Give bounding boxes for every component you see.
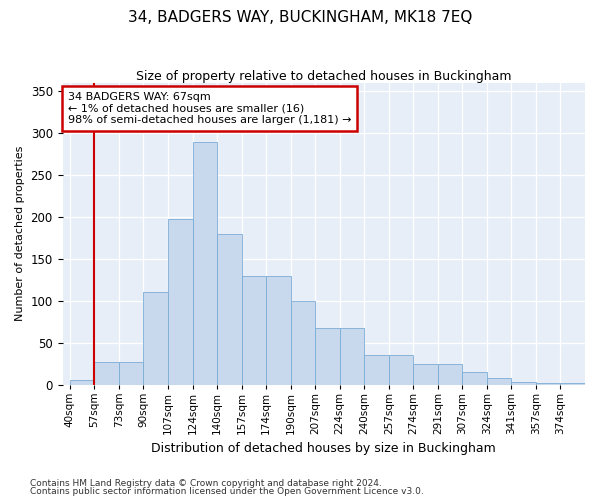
Bar: [266, 276, 290, 384]
Bar: [413, 364, 438, 384]
Text: 34, BADGERS WAY, BUCKINGHAM, MK18 7EQ: 34, BADGERS WAY, BUCKINGHAM, MK18 7EQ: [128, 10, 472, 25]
Bar: [242, 276, 266, 384]
Bar: [511, 382, 536, 384]
Bar: [143, 292, 168, 384]
Bar: [70, 380, 94, 384]
Bar: [463, 372, 487, 384]
Text: 34 BADGERS WAY: 67sqm
← 1% of detached houses are smaller (16)
98% of semi-detac: 34 BADGERS WAY: 67sqm ← 1% of detached h…: [68, 92, 351, 125]
Bar: [560, 383, 585, 384]
Bar: [340, 328, 364, 384]
Text: Contains HM Land Registry data © Crown copyright and database right 2024.: Contains HM Land Registry data © Crown c…: [30, 479, 382, 488]
Bar: [315, 328, 340, 384]
Bar: [487, 378, 511, 384]
X-axis label: Distribution of detached houses by size in Buckingham: Distribution of detached houses by size …: [151, 442, 496, 455]
Bar: [94, 362, 119, 384]
Y-axis label: Number of detached properties: Number of detached properties: [15, 146, 25, 322]
Bar: [290, 301, 315, 384]
Bar: [536, 383, 560, 384]
Bar: [364, 356, 389, 384]
Bar: [193, 142, 217, 384]
Bar: [438, 364, 463, 384]
Title: Size of property relative to detached houses in Buckingham: Size of property relative to detached ho…: [136, 70, 512, 83]
Bar: [217, 234, 242, 384]
Bar: [119, 362, 143, 384]
Bar: [389, 356, 413, 384]
Text: Contains public sector information licensed under the Open Government Licence v3: Contains public sector information licen…: [30, 487, 424, 496]
Bar: [168, 218, 193, 384]
